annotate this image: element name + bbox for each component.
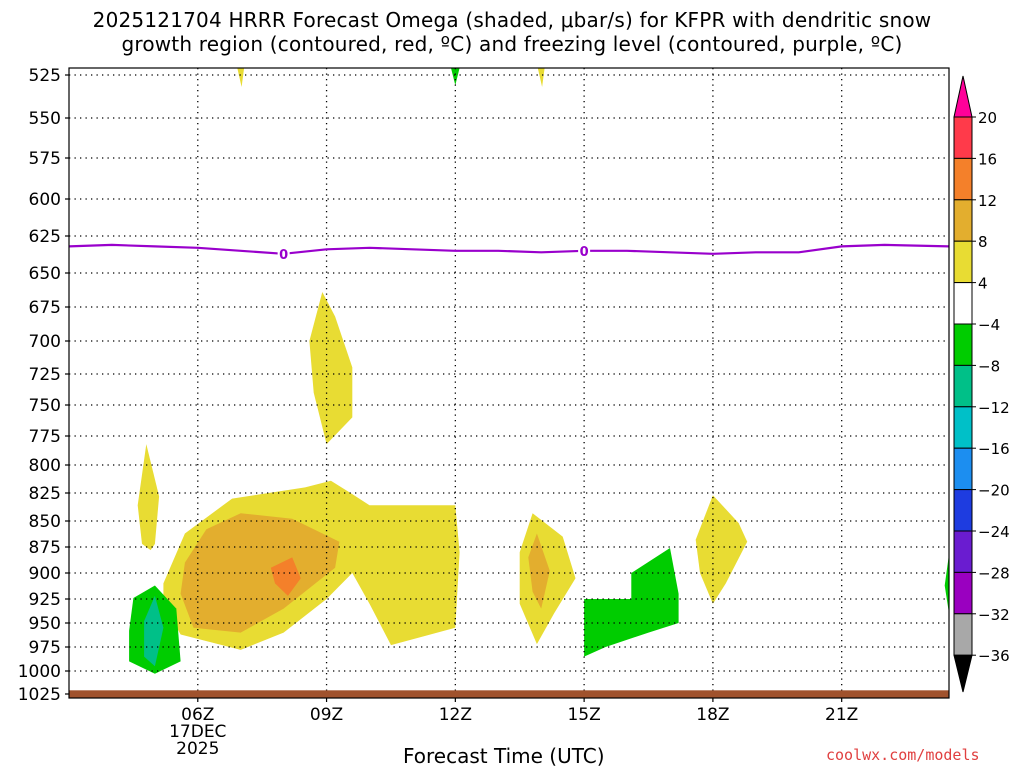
omega-region-yellow-sliver-07z [237, 68, 245, 87]
date-label-day: 17DEC [169, 722, 226, 742]
omega-region-yellow-sliver-14z [537, 68, 545, 87]
y-tick-label-600: 600 [29, 190, 61, 210]
y-tick-label-1025: 1025 [18, 685, 61, 705]
omega-region-green-area-16z [584, 548, 679, 657]
x-tick-label-15Z: 15Z [567, 705, 600, 725]
y-tick-label-675: 675 [29, 298, 61, 318]
colorbar-segment-7 [953, 406, 973, 449]
omega-region-yellow-area-18z [695, 495, 748, 604]
y-tick-label-850: 850 [29, 512, 61, 532]
colorbar-segment-2 [953, 199, 973, 242]
colorbar-label-12: −32 [978, 606, 1010, 624]
colorbar-segment-9 [953, 489, 973, 532]
y-tick-label-975: 975 [29, 638, 61, 658]
colorbar-top-arrow [953, 75, 973, 118]
y-tick-label-825: 825 [29, 484, 61, 504]
colorbar-segment-3 [953, 240, 973, 284]
y-tick-label-700: 700 [29, 332, 61, 352]
x-tick-label-06Z: 06Z [181, 705, 214, 725]
freezing-label-bg-0 [277, 245, 290, 262]
colorbar-segment-4 [953, 282, 973, 325]
colorbar-segment-11 [953, 571, 973, 615]
y-tick-label-875: 875 [29, 538, 61, 558]
colorbar-label-3: 8 [978, 233, 988, 251]
y-tick-label-525: 525 [29, 66, 61, 86]
y-tick-label-1000: 1000 [18, 662, 61, 682]
colorbar-segment-6 [953, 364, 973, 408]
y-tick-label-900: 900 [29, 564, 61, 584]
y-tick-label-725: 725 [29, 365, 61, 385]
ground-band [69, 690, 949, 698]
colorbar-label-7: −12 [978, 399, 1010, 417]
omega-region-left-yellow-area [137, 444, 160, 551]
freezing-level-label-0: 0 [279, 248, 288, 263]
colorbar-segment-12 [953, 613, 973, 656]
freezing-level-line [69, 243, 949, 255]
colorbar-bottom-arrow [953, 654, 973, 693]
y-tick-label-550: 550 [29, 109, 61, 129]
y-tick-label-950: 950 [29, 614, 61, 634]
colorbar-label-11: −28 [978, 564, 1010, 582]
y-tick-label-775: 775 [29, 427, 61, 447]
x-tick-label-12Z: 12Z [439, 705, 472, 725]
colorbar-label-0: 20 [978, 109, 997, 127]
colorbar-label-5: −4 [978, 316, 1000, 334]
source-credit: coolwx.com/models [826, 746, 980, 764]
omega-region-upper-yellow-area [309, 292, 353, 445]
x-tick-label-21Z: 21Z [825, 705, 858, 725]
y-tick-label-625: 625 [29, 227, 61, 247]
chart-title-line-1: 2025121704 HRRR Forecast Omega (shaded, … [92, 8, 932, 32]
colorbar-label-4: 4 [978, 275, 988, 293]
x-tick-label-18Z: 18Z [696, 705, 729, 725]
chart-title-line-2: growth region (contoured, red, ºC) and f… [121, 32, 903, 56]
omega-region-left-teal-core [144, 595, 164, 667]
plot-frame [68, 67, 950, 699]
colorbar-segment-1 [953, 157, 973, 201]
y-tick-label-575: 575 [29, 149, 61, 169]
freezing-label-bg-1 [578, 242, 591, 259]
y-tick-label-800: 800 [29, 456, 61, 476]
colorbar-segment-0 [953, 116, 973, 159]
omega-region-green-sliver-12z [451, 68, 460, 86]
y-tick-label-750: 750 [29, 396, 61, 416]
y-tick-label-925: 925 [29, 590, 61, 610]
colorbar-label-13: −36 [978, 647, 1010, 665]
colorbar-segment-8 [953, 447, 973, 491]
colorbar-label-9: −20 [978, 482, 1010, 500]
colorbar-label-10: −24 [978, 523, 1010, 541]
colorbar-label-1: 16 [978, 150, 997, 168]
colorbar-segment-5 [953, 323, 973, 366]
colorbar-label-6: −8 [978, 357, 1000, 375]
y-tick-label-650: 650 [29, 264, 61, 284]
omega-region-green-area-edge-23z [944, 554, 949, 614]
date-label-year: 2025 [176, 739, 219, 759]
omega-region-orange-area [180, 513, 340, 633]
colorbar-label-8: −16 [978, 440, 1010, 458]
omega-region-dark-orange-core [270, 557, 301, 596]
freezing-level-label-1: 0 [580, 245, 589, 260]
x-tick-label-09Z: 09Z [310, 705, 343, 725]
colorbar-segment-10 [953, 530, 973, 573]
x-axis-label: Forecast Time (UTC) [403, 744, 605, 768]
omega-region-orange-area-14z [528, 533, 550, 609]
colorbar-label-2: 12 [978, 192, 997, 210]
